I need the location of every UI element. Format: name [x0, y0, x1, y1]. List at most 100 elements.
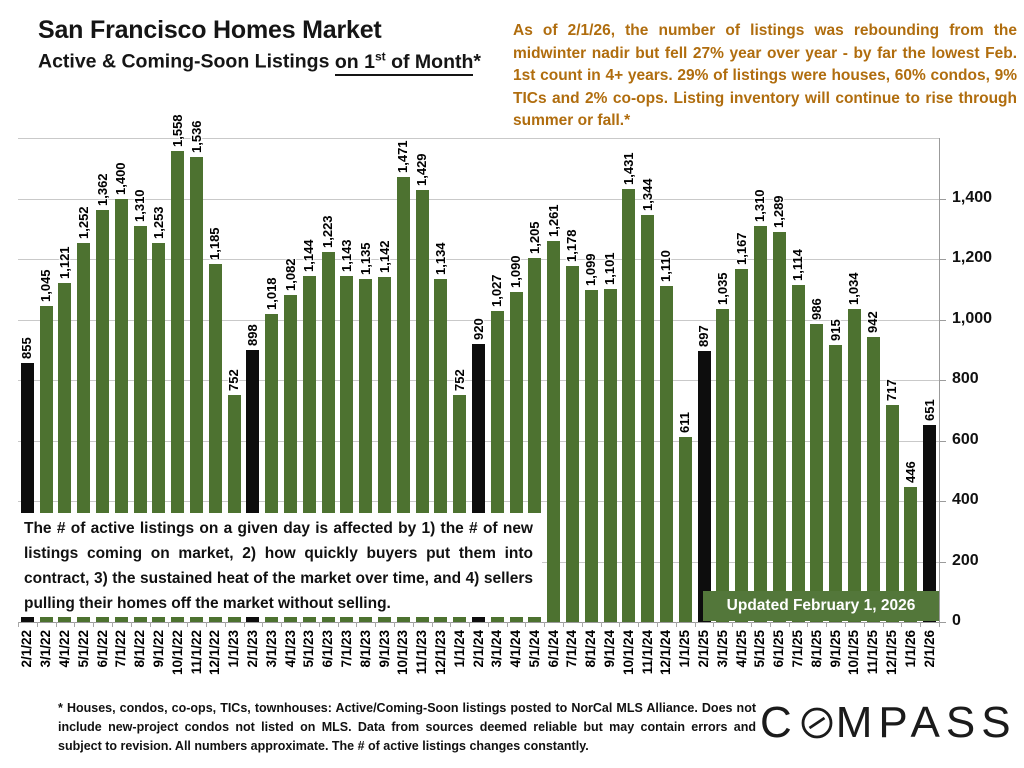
bar-value-label: 1,027 — [489, 274, 505, 308]
x-axis-label: 10/1/23 — [395, 630, 411, 676]
bar-value-label: 752 — [451, 368, 467, 391]
bar-value-label: 1,429 — [414, 153, 430, 186]
x-axis-tick — [375, 622, 377, 627]
bar-value-label: 1,310 — [752, 189, 768, 222]
subtitle-asterisk: * — [473, 50, 481, 73]
y-axis-tick — [939, 259, 946, 260]
x-axis-label: 10/1/24 — [620, 630, 636, 676]
x-axis-tick — [149, 622, 151, 627]
gridline — [18, 198, 939, 200]
bar-value-label: 1,252 — [75, 206, 91, 240]
bar-value-label: 651 — [921, 399, 937, 422]
x-axis-tick — [243, 622, 245, 627]
x-axis-label: 4/1/25 — [733, 630, 749, 668]
subtitle-prefix: Active & Coming-Soon Listings — [38, 50, 335, 73]
footnote-text: * Houses, condos, co-ops, TICs, townhous… — [58, 701, 756, 753]
bar — [641, 215, 655, 622]
x-axis-tick — [412, 622, 414, 627]
x-axis-tick — [356, 622, 358, 627]
x-axis-label: 12/1/24 — [658, 630, 674, 676]
y-axis-tick — [939, 622, 946, 623]
subtitle-underlined-pre: on 1 — [334, 50, 375, 73]
x-axis-label: 3/1/22 — [38, 630, 54, 668]
logo-letters-mpass: MPASS — [835, 698, 1017, 747]
x-axis-tick — [74, 622, 76, 627]
x-axis-tick — [713, 622, 715, 627]
bar-value-label: 1,310 — [132, 189, 148, 222]
bar — [810, 323, 824, 622]
bar — [735, 269, 749, 622]
x-axis-tick — [751, 622, 753, 627]
x-axis-label: 12/1/23 — [432, 630, 448, 676]
x-axis-label: 8/1/22 — [132, 630, 148, 668]
bar-value-label: 915 — [827, 319, 843, 342]
bar-value-label: 1,142 — [376, 239, 392, 273]
x-axis-tick — [299, 622, 301, 627]
bar — [190, 157, 204, 622]
x-axis-tick — [882, 622, 884, 627]
x-axis-label: 2/1/22 — [19, 630, 35, 668]
bar — [584, 289, 598, 622]
x-axis-label: 5/1/24 — [526, 630, 542, 668]
x-axis-label: 6/1/23 — [320, 630, 336, 668]
bar-value-label: 1,134 — [432, 242, 448, 275]
x-axis-tick — [525, 622, 527, 627]
bar-value-label: 897 — [696, 324, 712, 347]
y-axis-tick — [939, 380, 946, 381]
bar-value-label: 898 — [244, 324, 260, 347]
bar-value-label: 1,144 — [301, 239, 317, 272]
bar-value-label: 855 — [19, 337, 35, 360]
x-axis-label: 4/1/23 — [282, 630, 298, 668]
x-axis-label: 12/1/25 — [884, 630, 899, 676]
bar — [847, 309, 861, 622]
bar — [885, 405, 899, 622]
x-axis-label: 6/1/25 — [771, 630, 787, 668]
x-axis-label: 9/1/24 — [602, 630, 618, 668]
bar-value-label: 752 — [226, 368, 242, 391]
x-axis-label: 4/1/24 — [508, 630, 524, 668]
bar-value-label: 717 — [884, 379, 899, 402]
bar-value-label: 1,143 — [338, 239, 354, 273]
x-axis-label: 6/1/24 — [545, 630, 561, 668]
bar — [547, 240, 561, 622]
bar — [171, 150, 185, 622]
x-axis-label: 8/1/23 — [357, 630, 373, 668]
y-axis-label: 1,000 — [952, 309, 993, 327]
x-axis-tick — [920, 622, 922, 627]
x-axis-tick — [845, 622, 847, 627]
x-axis-label: 2/1/24 — [470, 630, 486, 668]
bar-value-label: 1,185 — [207, 226, 223, 260]
bar-value-label: 1,289 — [771, 195, 787, 229]
x-axis-label: 5/1/23 — [301, 630, 317, 668]
x-axis-tick — [130, 622, 132, 627]
bar-value-label: 1,099 — [583, 253, 599, 286]
x-axis-tick — [901, 622, 903, 627]
bar-value-label: 1,536 — [188, 120, 204, 154]
x-axis-tick — [431, 622, 433, 627]
x-axis-tick — [939, 622, 940, 627]
bar-value-label: 1,400 — [113, 161, 129, 195]
bar-highlight-february — [697, 350, 711, 622]
x-axis-label: 7/1/24 — [564, 630, 580, 668]
bar-value-label: 1,034 — [846, 272, 862, 306]
x-axis-label: 11/1/23 — [414, 630, 430, 675]
x-axis-tick — [544, 622, 546, 627]
x-axis-tick — [769, 622, 771, 627]
bar-value-label: 446 — [902, 461, 918, 484]
y-axis-label: 1,400 — [952, 188, 993, 206]
y-axis-label: 600 — [952, 430, 979, 448]
subtitle-underlined: on 1st of Month — [334, 49, 474, 76]
x-axis-tick — [393, 622, 395, 627]
x-axis-label: 7/1/23 — [338, 630, 354, 668]
compass-o-icon — [800, 698, 834, 748]
x-axis-line — [18, 622, 946, 623]
x-axis-label: 3/1/24 — [489, 630, 505, 668]
x-axis-tick — [487, 622, 489, 627]
x-axis-tick — [224, 622, 226, 627]
bar — [904, 487, 918, 622]
x-axis-tick — [93, 622, 95, 627]
y-axis-tick — [939, 440, 946, 442]
x-axis-tick — [262, 622, 264, 627]
bar-value-label: 986 — [808, 297, 824, 320]
